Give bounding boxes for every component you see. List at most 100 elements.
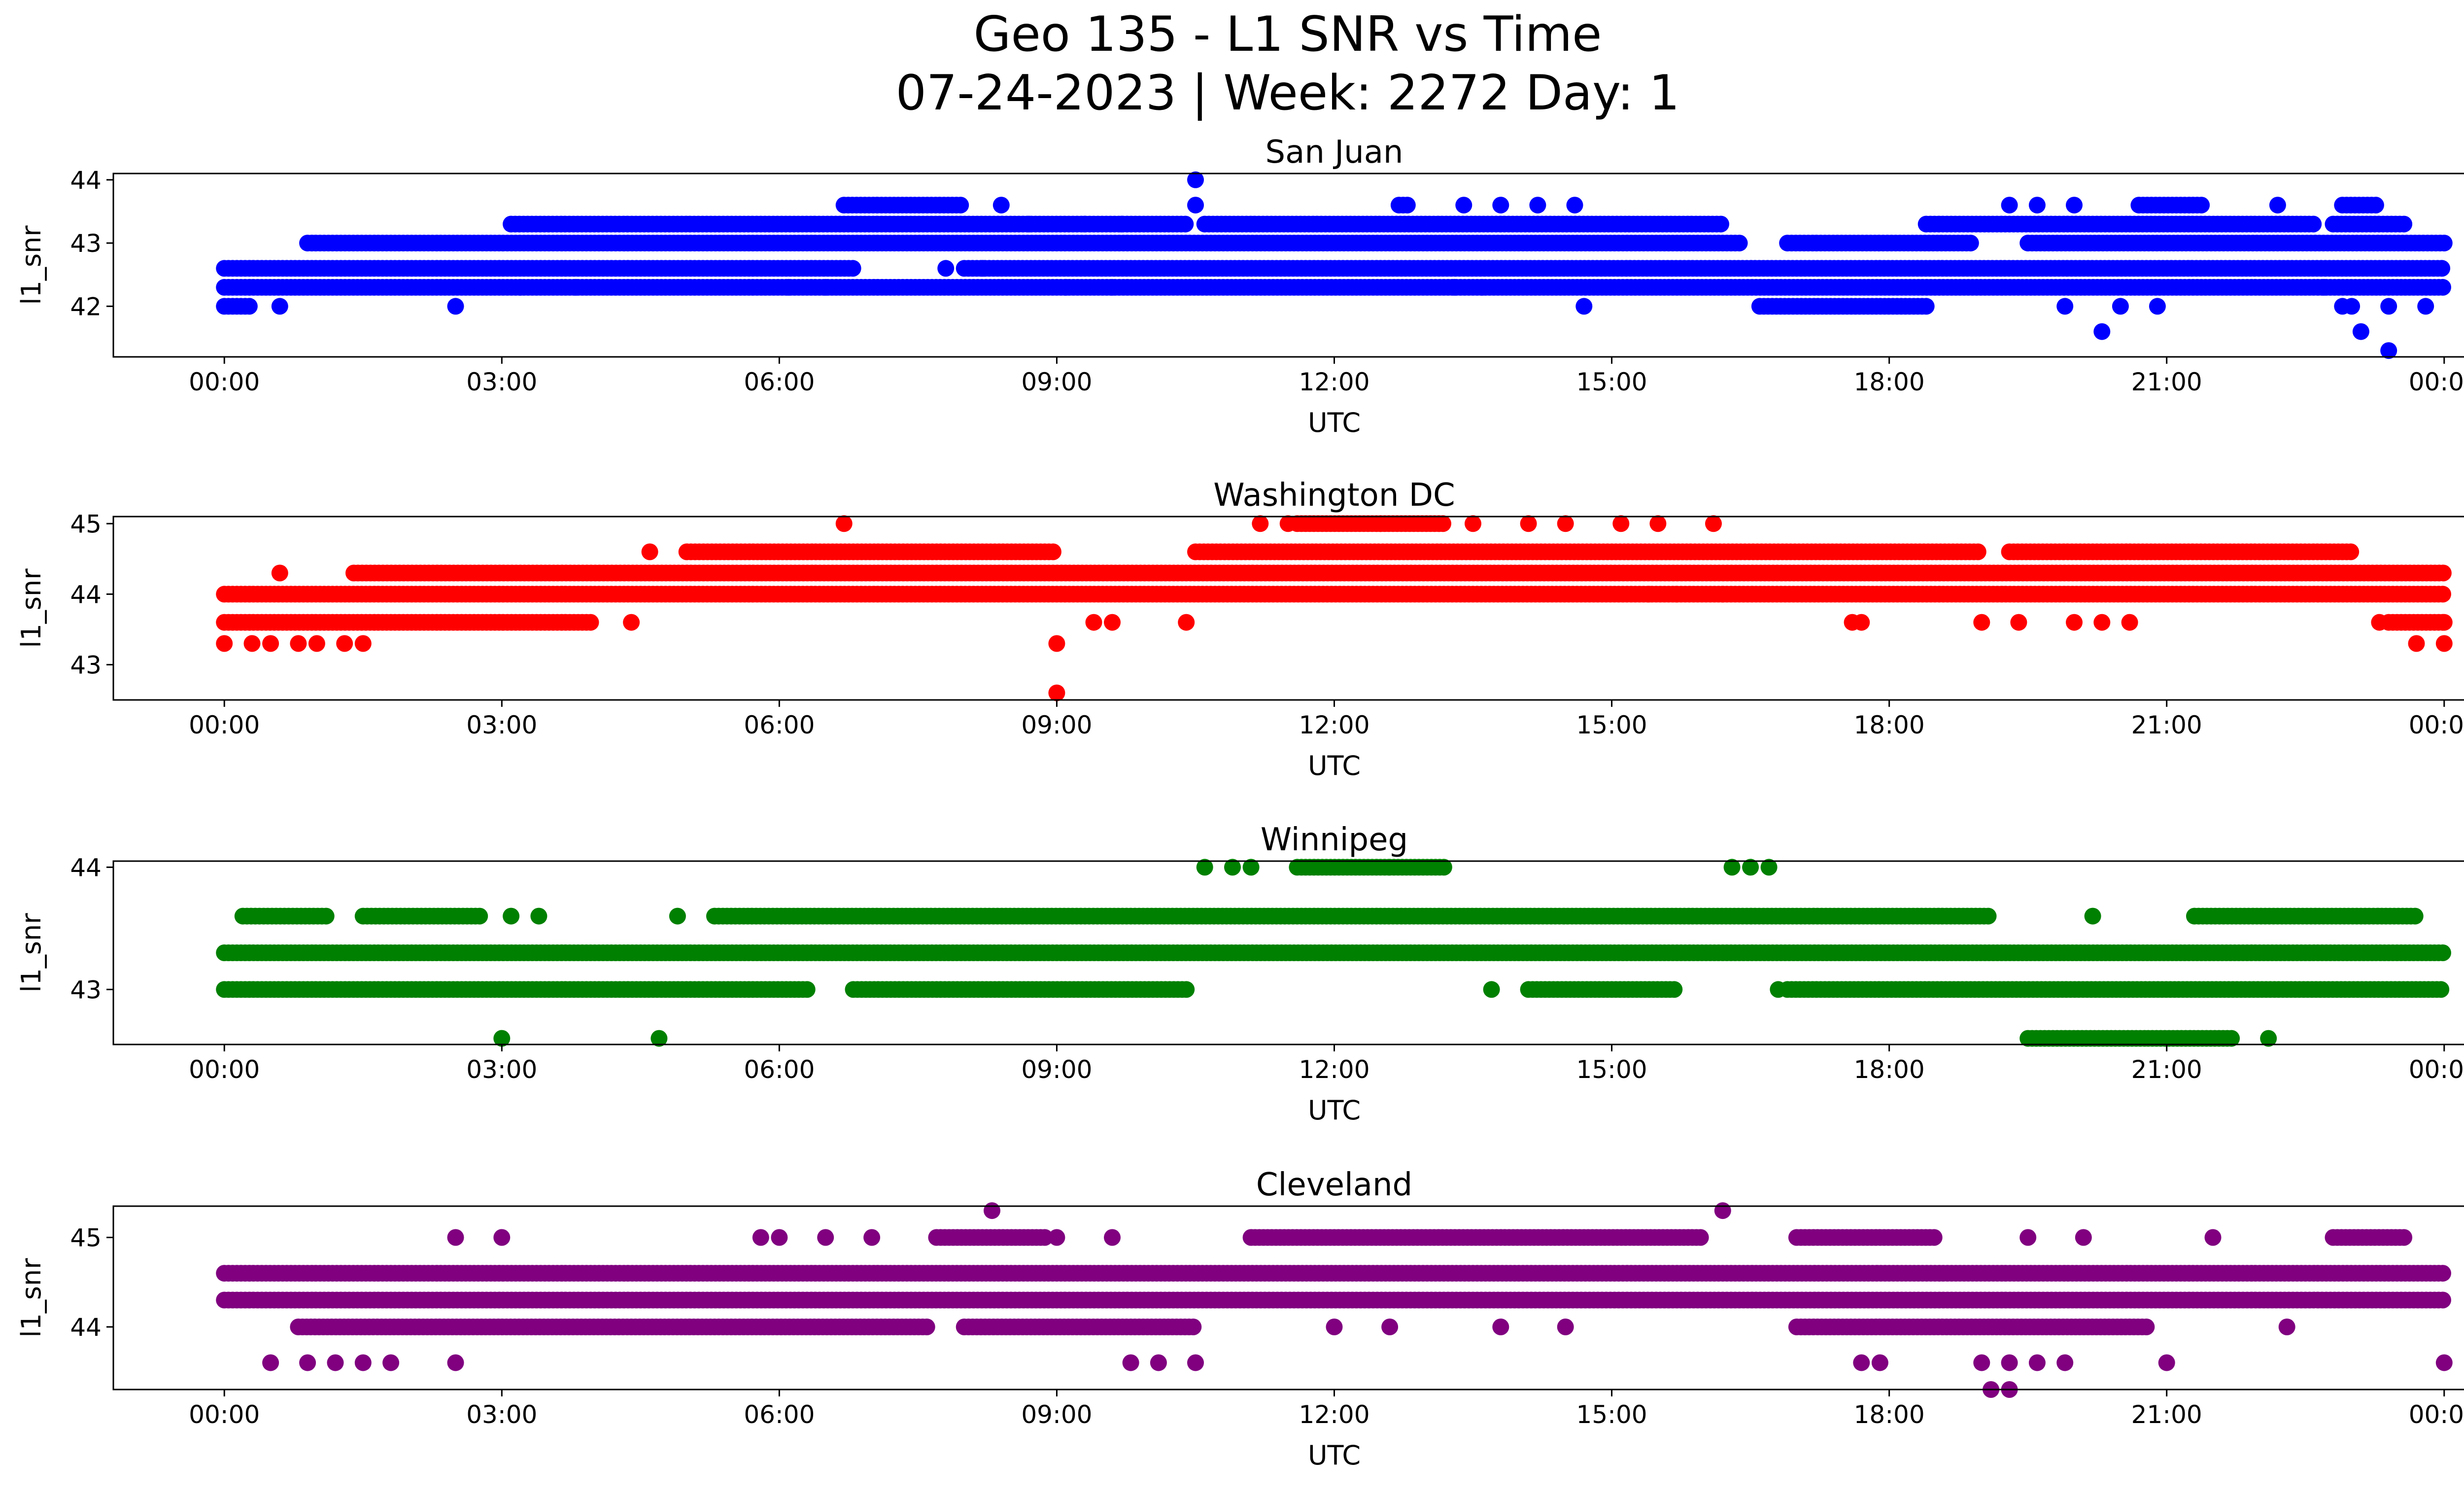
y-tick-label: 42 [70, 292, 102, 321]
data-point [1113, 215, 1130, 233]
y-tick-label: 44 [70, 166, 102, 195]
data-point [1178, 981, 1195, 998]
y-tick-label: 44 [70, 580, 102, 609]
data-point [2121, 614, 2138, 631]
data-point [2408, 635, 2425, 652]
data-point [2093, 323, 2111, 340]
x-tick-label: 21:00 [2131, 711, 2202, 739]
data-point [2434, 586, 2451, 603]
data-point [2367, 197, 2384, 214]
data-point [1731, 235, 1748, 252]
x-axis-label: UTC [1308, 407, 1361, 438]
data-point [1492, 197, 1509, 214]
x-tick-label: 18:00 [1854, 368, 1925, 396]
x-tick-label: 12:00 [1299, 368, 1369, 396]
data-point [1973, 614, 1990, 631]
x-tick-label: 15:00 [1576, 711, 1647, 739]
data-point [216, 635, 233, 652]
y-tick-label: 43 [70, 229, 102, 258]
data-point [2066, 197, 2083, 214]
data-point [2396, 215, 2413, 233]
data-point [336, 635, 353, 652]
data-point [240, 298, 258, 315]
data-point [844, 260, 861, 277]
data-point [641, 543, 658, 560]
data-point [1085, 614, 1102, 631]
data-point [2028, 197, 2046, 214]
data-point [1044, 543, 1061, 560]
data-point [1705, 515, 1722, 532]
data-point [1575, 298, 1593, 315]
x-tick-label: 12:00 [1299, 711, 1369, 739]
data-point [1520, 515, 1537, 532]
data-point [1058, 278, 1075, 296]
scatter-points [216, 515, 2453, 701]
figure-title-line1: Geo 135 - L1 SNR vs Time [974, 6, 1602, 63]
data-point [2334, 298, 2351, 315]
data-point [1048, 635, 1065, 652]
data-point [937, 260, 955, 277]
data-point [2371, 614, 2388, 631]
data-point [2433, 260, 2451, 277]
figure-title-line2: 07-24-2023 | Week: 2272 Day: 1 [896, 65, 1680, 121]
data-point [1529, 197, 1546, 214]
x-axis-label: UTC [1308, 750, 1361, 781]
data-point [1104, 614, 1121, 631]
data-point [1178, 614, 1195, 631]
panel-title: Winnipeg [1261, 822, 1408, 858]
data-point [1712, 215, 1729, 233]
data-point [2435, 614, 2453, 631]
x-tick-label: 03:00 [466, 368, 537, 396]
data-point [1465, 515, 1481, 532]
data-point [1557, 515, 1574, 532]
data-point [623, 614, 640, 631]
data-point [1455, 197, 1472, 214]
data-point [2093, 614, 2111, 631]
data-point [2315, 278, 2332, 296]
data-point [317, 907, 335, 925]
data-point [1649, 515, 1667, 532]
data-point [2010, 614, 2027, 631]
data-point [1446, 278, 1463, 296]
data-point [2269, 197, 2286, 214]
data-point [1399, 197, 1416, 214]
x-tick-label: 00:00 [189, 711, 260, 739]
data-point [2056, 298, 2074, 315]
data-point [952, 197, 969, 214]
data-point [308, 635, 325, 652]
panel-title: Washington DC [1213, 477, 1455, 514]
data-point [354, 635, 372, 652]
data-point [992, 197, 1010, 214]
data-point [2193, 197, 2210, 214]
y-tick-label: 45 [70, 510, 102, 538]
data-point [2435, 235, 2453, 252]
data-point [1668, 586, 1685, 603]
data-point [1853, 614, 1870, 631]
data-point [1566, 197, 1583, 214]
scatter-points [216, 171, 2453, 359]
data-point [780, 278, 797, 296]
data-point [1917, 298, 1935, 315]
data-point [2432, 981, 2450, 998]
data-point [1021, 215, 1038, 233]
data-point [582, 614, 599, 631]
data-point [262, 635, 279, 652]
data-point [512, 278, 529, 296]
x-tick-label: 00:00 [2409, 711, 2464, 739]
data-point [2305, 215, 2322, 233]
data-point [1640, 586, 1657, 603]
data-point [1666, 981, 1683, 998]
y-tick-label: 43 [70, 651, 102, 679]
scatter-points [216, 859, 2451, 1047]
data-point [271, 564, 288, 582]
data-point [447, 298, 464, 315]
x-tick-label: 06:00 [744, 711, 815, 739]
data-point [1714, 586, 1731, 603]
data-point [835, 515, 853, 532]
x-tick-label: 09:00 [1021, 711, 1092, 739]
data-point [2435, 635, 2453, 652]
